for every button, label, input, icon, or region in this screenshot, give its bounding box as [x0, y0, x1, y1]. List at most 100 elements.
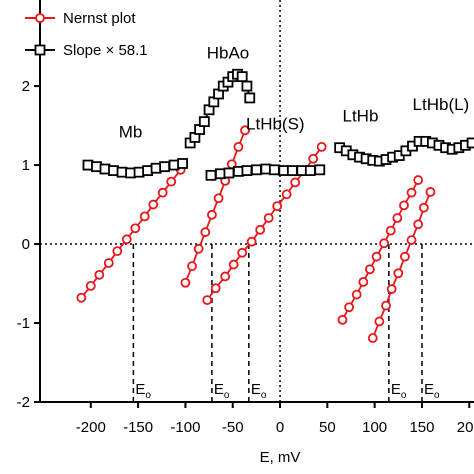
data-point — [233, 141, 244, 152]
data-point — [121, 234, 132, 245]
data-point — [207, 209, 217, 220]
e0-sub: o — [401, 390, 407, 401]
legend-label: Slope × 58.1 — [63, 42, 148, 59]
data-point — [386, 284, 397, 294]
data-point — [371, 251, 382, 262]
data-point — [94, 269, 105, 280]
data-point — [159, 161, 171, 173]
annotation: LtHb(S) — [246, 115, 305, 134]
data-point — [358, 277, 369, 287]
data-point — [180, 277, 191, 288]
data-point — [286, 165, 298, 176]
legend-label: Nernst plot — [63, 10, 136, 27]
data-point — [406, 187, 417, 198]
legend-marker — [35, 13, 45, 23]
data-point — [177, 158, 188, 169]
data-point — [308, 153, 319, 164]
data-point — [246, 236, 257, 247]
data-point — [255, 224, 266, 235]
data-point — [228, 259, 239, 270]
e0-label: E — [391, 381, 401, 398]
series-line — [371, 191, 432, 339]
annotation: LtHb(L) — [413, 95, 470, 114]
x-tick-label: -150 — [123, 419, 153, 436]
data-point — [281, 189, 292, 200]
e0-label: E — [135, 381, 145, 398]
data-point — [139, 211, 150, 222]
x-tick-label: -100 — [170, 419, 200, 436]
data-point — [76, 292, 87, 303]
data-point — [237, 247, 248, 258]
data-point — [413, 219, 424, 230]
data-point — [85, 281, 96, 291]
data-point — [205, 169, 217, 181]
data-point — [425, 187, 436, 197]
y-tick-label: -1 — [17, 315, 30, 332]
series-line — [184, 129, 246, 284]
y-tick-label: 2 — [22, 78, 30, 95]
data-point — [392, 213, 403, 223]
data-point — [198, 116, 210, 128]
data-point — [241, 80, 253, 92]
data-point — [400, 251, 410, 262]
y-tick-label: 0 — [22, 236, 30, 253]
data-point — [393, 268, 404, 279]
data-point — [193, 243, 204, 254]
data-point — [290, 177, 301, 188]
data-point — [418, 202, 429, 213]
data-point — [337, 314, 348, 325]
data-point — [220, 271, 231, 282]
data-point — [148, 199, 159, 210]
data-point — [385, 225, 396, 236]
e0-sub: o — [145, 390, 151, 401]
e0-sub: o — [261, 390, 267, 401]
e0-sub: o — [224, 390, 230, 401]
data-point — [381, 300, 391, 311]
data-point — [314, 164, 326, 176]
y-tick-label: 1 — [22, 157, 30, 174]
data-point — [365, 264, 375, 275]
data-point — [200, 227, 211, 238]
annotation: Mb — [119, 122, 143, 141]
data-point — [210, 283, 221, 294]
data-point — [166, 176, 177, 187]
data-point — [406, 235, 417, 245]
data-point — [374, 316, 385, 327]
data-point — [223, 167, 235, 179]
x-axis-label: E, mV — [260, 449, 301, 466]
annotation: HbAo — [207, 43, 250, 62]
data-point — [202, 295, 213, 306]
data-point — [241, 165, 253, 176]
x-tick-label: -50 — [222, 419, 244, 436]
data-point — [240, 125, 250, 136]
legend-marker — [34, 44, 46, 56]
e0-label: E — [214, 381, 224, 398]
data-point — [272, 201, 283, 212]
data-point — [413, 175, 424, 185]
data-point — [213, 193, 224, 204]
data-point — [304, 165, 316, 176]
data-point — [367, 333, 378, 343]
e0-label: E — [424, 381, 434, 398]
data-point — [236, 71, 248, 83]
data-point — [157, 187, 168, 198]
data-point — [103, 258, 114, 268]
data-point — [379, 238, 390, 249]
data-point — [399, 200, 409, 211]
e0-sub: o — [434, 390, 440, 401]
data-point — [263, 213, 274, 223]
x-tick-label: -200 — [76, 419, 106, 436]
x-tick-label: 100 — [362, 419, 387, 436]
data-point — [351, 289, 362, 300]
data-point — [244, 92, 256, 104]
x-tick-label: 200 — [457, 419, 474, 436]
data-point — [466, 137, 474, 149]
x-tick-label: 50 — [319, 419, 336, 436]
e0-label: E — [251, 381, 261, 398]
data-point — [187, 261, 197, 272]
y-tick-label: -2 — [17, 394, 30, 411]
data-point — [268, 164, 280, 176]
x-tick-label: 150 — [409, 419, 434, 436]
